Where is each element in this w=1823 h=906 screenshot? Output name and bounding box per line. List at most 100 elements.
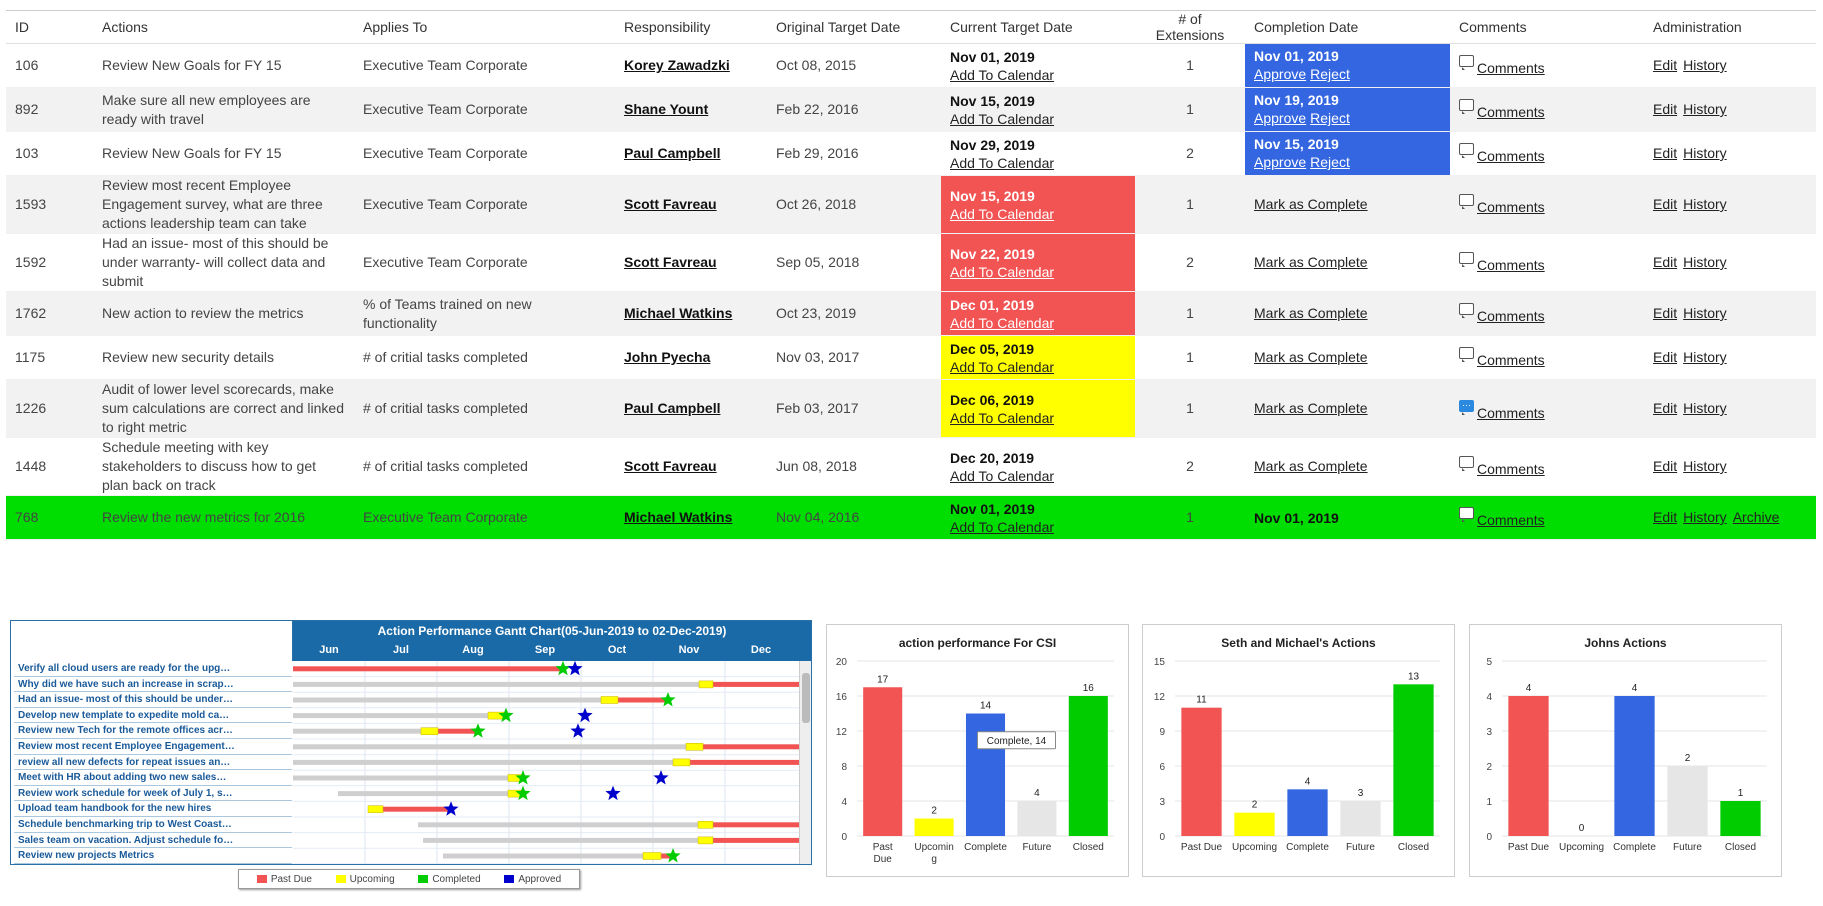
edit-link[interactable]: Edit <box>1653 145 1678 161</box>
gantt-task-label[interactable]: Verify all cloud users are ready for the… <box>14 661 292 677</box>
responsibility-link[interactable]: Scott Favreau <box>624 196 717 212</box>
comment-bubble-icon[interactable] <box>1459 456 1474 471</box>
comments-control[interactable]: Comments <box>1459 507 1545 530</box>
mark-as-complete-link[interactable]: Mark as Complete <box>1254 254 1368 270</box>
gantt-task-label[interactable]: Review new projects Metrics <box>14 848 292 864</box>
comments-control[interactable]: Comments <box>1459 347 1545 370</box>
mark-as-complete-link[interactable]: Mark as Complete <box>1254 349 1368 365</box>
edit-link[interactable]: Edit <box>1653 349 1678 365</box>
approve-link[interactable]: Approve <box>1254 154 1307 170</box>
history-link[interactable]: History <box>1683 509 1727 525</box>
gantt-task-label[interactable]: review all new defects for repeat issues… <box>14 755 292 771</box>
add-to-calendar-link[interactable]: Add To Calendar <box>950 518 1055 535</box>
scroll-thumb[interactable] <box>802 673 810 723</box>
col-header-comments[interactable]: Comments <box>1450 10 1644 44</box>
comment-bubble-icon[interactable] <box>1459 99 1474 114</box>
col-header-extensions[interactable]: # of Extensions <box>1135 10 1245 44</box>
edit-link[interactable]: Edit <box>1653 509 1678 525</box>
comments-link[interactable]: Comments <box>1477 352 1545 368</box>
gantt-task-label[interactable]: Develop new template to expedite mold ca… <box>14 708 292 724</box>
edit-link[interactable]: Edit <box>1653 254 1678 270</box>
comments-control[interactable]: ··· Comments <box>1459 400 1545 423</box>
gantt-task-label[interactable]: Review work schedule for week of July 1,… <box>14 786 292 802</box>
comments-control[interactable]: Comments <box>1459 194 1545 217</box>
col-header-completion-date[interactable]: Completion Date <box>1245 10 1450 44</box>
gantt-scrollbar[interactable] <box>799 661 811 864</box>
gantt-task-label[interactable]: Upload team handbook for the new hires <box>14 801 292 817</box>
approve-link[interactable]: Approve <box>1254 110 1307 126</box>
comments-link[interactable]: Comments <box>1477 405 1545 421</box>
add-to-calendar-link[interactable]: Add To Calendar <box>950 205 1055 222</box>
col-header-responsibility[interactable]: Responsibility <box>615 10 767 44</box>
gantt-task-label[interactable]: Review most recent Employee Engagement… <box>14 739 292 755</box>
comment-bubble-icon[interactable] <box>1459 347 1474 362</box>
history-link[interactable]: History <box>1683 57 1727 73</box>
gantt-task-label[interactable]: Sales team on vacation. Adjust schedule … <box>14 833 292 849</box>
col-header-applies-to[interactable]: Applies To <box>354 10 615 44</box>
comments-link[interactable]: Comments <box>1477 60 1545 76</box>
responsibility-link[interactable]: Michael Watkins <box>624 305 733 321</box>
edit-link[interactable]: Edit <box>1653 196 1678 212</box>
comment-bubble-icon[interactable]: ··· <box>1459 400 1474 415</box>
history-link[interactable]: History <box>1683 101 1727 117</box>
comments-link[interactable]: Comments <box>1477 308 1545 324</box>
approve-link[interactable]: Approve <box>1254 66 1307 82</box>
reject-link[interactable]: Reject <box>1310 154 1350 170</box>
comments-link[interactable]: Comments <box>1477 461 1545 477</box>
history-link[interactable]: History <box>1683 349 1727 365</box>
mark-as-complete-link[interactable]: Mark as Complete <box>1254 458 1368 474</box>
history-link[interactable]: History <box>1683 400 1727 416</box>
add-to-calendar-link[interactable]: Add To Calendar <box>950 409 1055 426</box>
responsibility-link[interactable]: John Pyecha <box>624 349 711 365</box>
responsibility-link[interactable]: Scott Favreau <box>624 254 717 270</box>
responsibility-link[interactable]: Scott Favreau <box>624 458 717 474</box>
comments-control[interactable]: Comments <box>1459 143 1545 166</box>
responsibility-link[interactable]: Paul Campbell <box>624 145 721 161</box>
edit-link[interactable]: Edit <box>1653 305 1678 321</box>
comments-control[interactable]: Comments <box>1459 252 1545 275</box>
mark-as-complete-link[interactable]: Mark as Complete <box>1254 400 1368 416</box>
col-header-original-target-date[interactable]: Original Target Date <box>767 10 941 44</box>
comments-control[interactable]: Comments <box>1459 456 1545 479</box>
comments-link[interactable]: Comments <box>1477 104 1545 120</box>
responsibility-link[interactable]: Paul Campbell <box>624 400 721 416</box>
add-to-calendar-link[interactable]: Add To Calendar <box>950 263 1055 280</box>
comment-bubble-icon[interactable] <box>1459 303 1474 318</box>
add-to-calendar-link[interactable]: Add To Calendar <box>950 66 1055 83</box>
gantt-task-label[interactable]: Had an issue- most of this should be und… <box>14 692 292 708</box>
archive-link[interactable]: Archive <box>1732 509 1780 525</box>
comments-link[interactable]: Comments <box>1477 199 1545 215</box>
comments-link[interactable]: Comments <box>1477 257 1545 273</box>
comments-control[interactable]: Comments <box>1459 55 1545 78</box>
mark-as-complete-link[interactable]: Mark as Complete <box>1254 305 1368 321</box>
edit-link[interactable]: Edit <box>1653 458 1678 474</box>
col-header-actions[interactable]: Actions <box>93 10 354 44</box>
add-to-calendar-link[interactable]: Add To Calendar <box>950 154 1055 171</box>
comment-bubble-icon[interactable] <box>1459 143 1474 158</box>
history-link[interactable]: History <box>1683 254 1727 270</box>
comment-bubble-icon[interactable] <box>1459 194 1474 209</box>
edit-link[interactable]: Edit <box>1653 400 1678 416</box>
col-header-administration[interactable]: Administration <box>1644 10 1816 44</box>
edit-link[interactable]: Edit <box>1653 101 1678 117</box>
responsibility-link[interactable]: Shane Yount <box>624 101 709 117</box>
history-link[interactable]: History <box>1683 145 1727 161</box>
comments-control[interactable]: Comments <box>1459 303 1545 326</box>
comments-link[interactable]: Comments <box>1477 512 1545 528</box>
reject-link[interactable]: Reject <box>1310 66 1350 82</box>
mark-as-complete-link[interactable]: Mark as Complete <box>1254 196 1368 212</box>
responsibility-link[interactable]: Michael Watkins <box>624 509 733 525</box>
add-to-calendar-link[interactable]: Add To Calendar <box>950 314 1055 331</box>
history-link[interactable]: History <box>1683 305 1727 321</box>
gantt-task-label[interactable]: Review new Tech for the remote offices a… <box>14 723 292 739</box>
reject-link[interactable]: Reject <box>1310 110 1350 126</box>
history-link[interactable]: History <box>1683 458 1727 474</box>
add-to-calendar-link[interactable]: Add To Calendar <box>950 358 1055 375</box>
history-link[interactable]: History <box>1683 196 1727 212</box>
col-header-id[interactable]: ID <box>6 10 93 44</box>
gantt-task-label[interactable]: Meet with HR about adding two new sales… <box>14 770 292 786</box>
gantt-task-label[interactable]: Why did we have such an increase in scra… <box>14 677 292 693</box>
edit-link[interactable]: Edit <box>1653 57 1678 73</box>
comments-control[interactable]: Comments <box>1459 99 1545 122</box>
responsibility-link[interactable]: Korey Zawadzki <box>624 57 730 73</box>
